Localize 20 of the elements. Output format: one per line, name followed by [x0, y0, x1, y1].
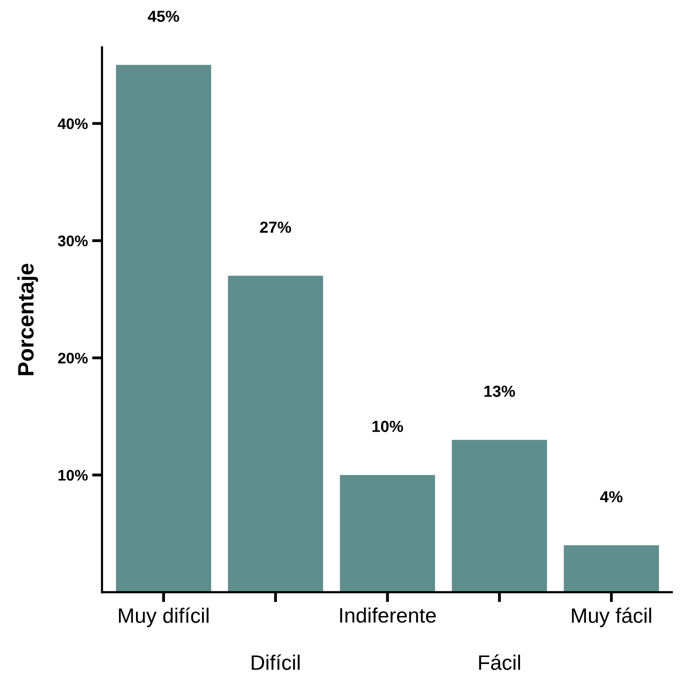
- data-label: 45%: [148, 10, 180, 22]
- data-label: 4%: [600, 491, 623, 502]
- bar: [452, 440, 548, 592]
- x-tick-label: Difícil: [252, 654, 300, 670]
- y-tick-label: 10%: [58, 470, 88, 481]
- x-tick-label: Muy fácil: [572, 607, 652, 628]
- data-label: 13%: [484, 386, 515, 397]
- y-axis-title: Porcentaje: [17, 264, 38, 376]
- bar: [116, 64, 212, 592]
- data-label: 10%: [372, 420, 404, 432]
- bar: [564, 545, 659, 592]
- x-tick-label: Fácil: [479, 654, 520, 670]
- data-label: 27%: [260, 222, 292, 233]
- y-tick-label: 40%: [58, 118, 88, 130]
- x-tick-label: Indiferente: [340, 607, 436, 623]
- y-tick-label: 20%: [58, 352, 88, 364]
- y-tick-label: 30%: [58, 236, 88, 246]
- bar: [228, 276, 324, 592]
- x-tick-label: Muy difícil: [118, 607, 208, 628]
- bar: [340, 475, 436, 592]
